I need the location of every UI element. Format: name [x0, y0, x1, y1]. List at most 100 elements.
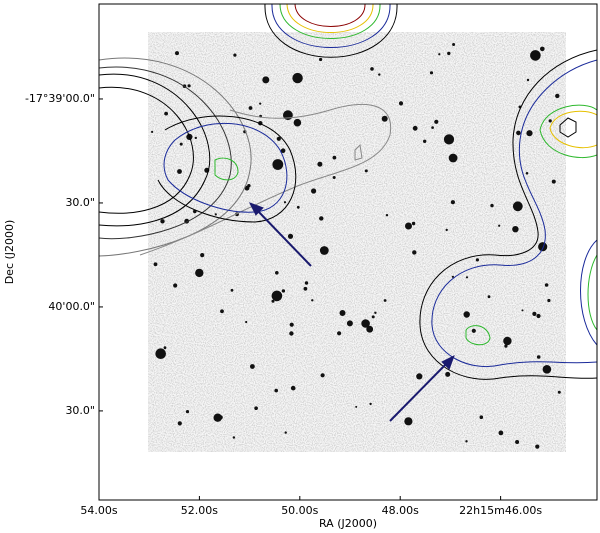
star — [490, 203, 494, 208]
star — [445, 371, 451, 377]
star — [374, 311, 377, 314]
star — [542, 365, 552, 374]
star — [526, 78, 530, 82]
star — [487, 295, 491, 299]
star — [271, 299, 275, 303]
star — [232, 436, 236, 439]
x-axis-label: RA (J2000) — [319, 517, 377, 530]
star — [366, 325, 374, 333]
axes-frame — [98, 3, 598, 501]
star — [370, 67, 374, 71]
star — [311, 188, 317, 194]
x-tick-label: 50.00s — [281, 504, 318, 517]
x-tick-label: 22h15m46.00s — [459, 504, 542, 517]
star — [319, 57, 323, 62]
star — [530, 50, 541, 61]
star — [151, 130, 154, 133]
star — [463, 311, 470, 318]
star — [378, 73, 381, 76]
star — [355, 405, 358, 408]
star — [173, 283, 178, 288]
star — [551, 179, 556, 184]
star — [289, 331, 294, 336]
star — [371, 315, 375, 319]
star — [381, 115, 388, 122]
star — [445, 228, 448, 232]
star — [290, 385, 296, 391]
star — [452, 43, 456, 46]
star — [250, 364, 255, 369]
y-tick-label: 30.0" — [65, 196, 95, 209]
star — [296, 205, 300, 209]
star — [304, 281, 309, 285]
star — [274, 388, 279, 393]
star — [404, 417, 413, 426]
star — [175, 51, 179, 56]
star — [292, 72, 303, 84]
star — [187, 84, 191, 88]
star — [317, 161, 323, 167]
star — [503, 336, 512, 346]
image-noise — [148, 32, 566, 452]
star — [547, 298, 551, 303]
star — [332, 176, 336, 179]
star — [525, 172, 529, 175]
star — [516, 130, 521, 136]
star — [259, 102, 262, 105]
star — [164, 111, 169, 116]
stars — [151, 43, 561, 449]
star — [544, 283, 549, 287]
star — [434, 119, 439, 124]
star — [320, 373, 325, 378]
star — [303, 286, 308, 291]
star — [272, 159, 284, 170]
star — [412, 125, 418, 131]
star — [280, 148, 286, 153]
star — [535, 444, 540, 449]
star — [195, 268, 204, 278]
star — [262, 76, 270, 84]
star — [475, 258, 479, 262]
x-tick-label: 52.00s — [181, 504, 218, 517]
star — [448, 153, 458, 163]
star — [431, 126, 434, 129]
star — [498, 224, 501, 227]
star — [271, 290, 283, 302]
star — [319, 216, 324, 221]
star — [521, 309, 524, 312]
contours — [99, 4, 597, 380]
star — [346, 320, 353, 327]
star — [526, 130, 533, 137]
star — [245, 320, 248, 324]
star — [364, 169, 368, 173]
star — [185, 410, 190, 414]
star — [536, 355, 541, 359]
star — [504, 344, 508, 348]
star — [281, 289, 286, 293]
star — [438, 53, 441, 56]
star — [220, 309, 224, 314]
star — [311, 299, 314, 302]
star — [293, 118, 302, 127]
star — [465, 276, 469, 279]
star — [153, 262, 158, 267]
star — [233, 53, 237, 57]
x-tick-label: 54.00s — [80, 504, 117, 517]
axes: 54.00s 52.00s 50.00s 48.00s 22h15m46.00s -17°… — [25, 92, 542, 517]
star — [284, 431, 287, 434]
star — [450, 200, 455, 205]
star — [248, 106, 253, 110]
star — [538, 242, 548, 252]
x-tick-label: 48.00s — [382, 504, 419, 517]
star — [369, 402, 372, 406]
star — [416, 373, 423, 380]
star — [548, 119, 552, 123]
star — [276, 136, 281, 141]
star — [423, 139, 427, 143]
star — [512, 226, 519, 233]
star — [163, 346, 167, 350]
star — [557, 390, 561, 394]
star — [361, 319, 370, 328]
star — [398, 101, 404, 106]
